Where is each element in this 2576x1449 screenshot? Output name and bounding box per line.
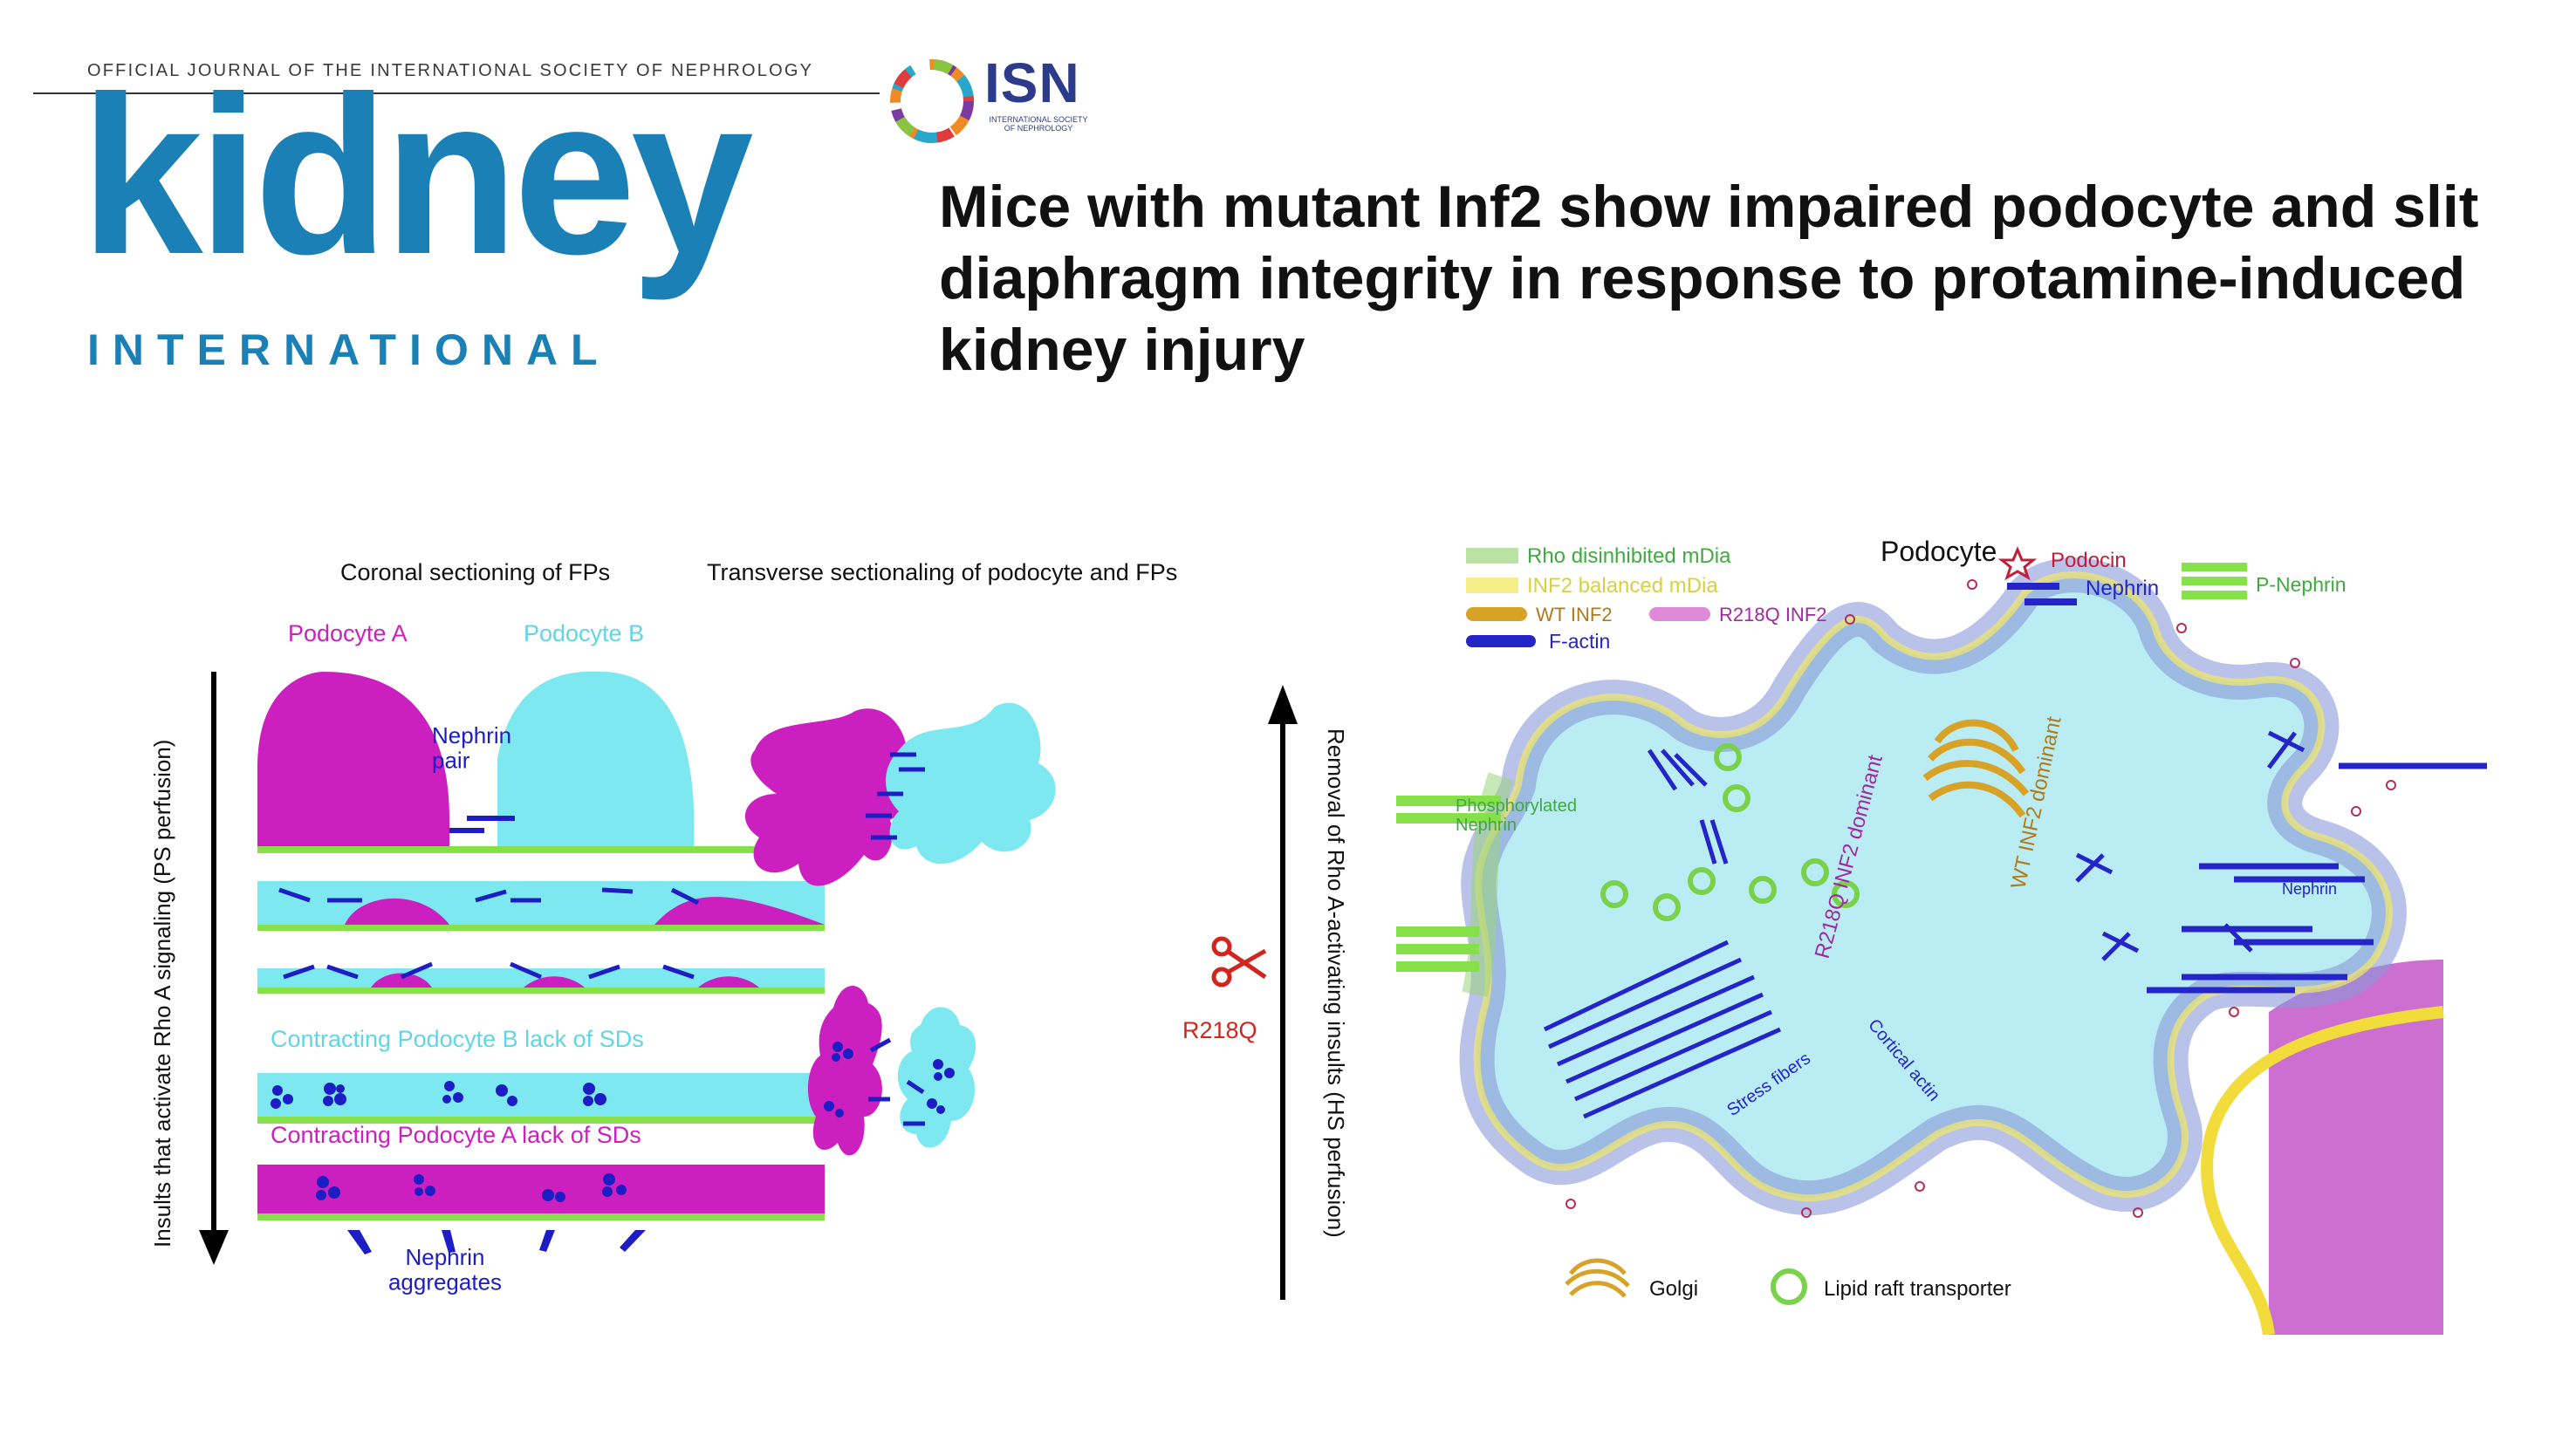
isn-logo-subtext: INTERNATIONAL SOCIETY OF NEPHROLOGY [989,115,1088,133]
right-axis-label: Removal of Rho A-activating insults (HS … [1323,728,1349,1238]
header-rule [33,92,880,94]
stress-fibers [1543,940,1782,1119]
legend-inf2: INF2 balanced mDia [1527,574,1718,598]
legend-rho: Rho disinhibited mDia [1527,544,1731,568]
label-nephrin-pair: Nephrin pair [432,722,511,774]
legend-factin-swatch [1466,635,1536,647]
phospho-nephrin-bars [1396,796,1501,972]
gbm-1 [257,846,825,853]
header-transverse: Transverse sectionaling of podocyte and … [707,559,1177,585]
row2-podo-a1 [345,898,449,925]
neighbour-edge [2201,1006,2444,1335]
legend-nephrin: Nephrin [2086,577,2159,600]
journal-tagline: OFFICIAL JOURNAL OF THE INTERNATIONAL SO… [87,61,814,80]
label-r218q: R218Q [1182,1017,1257,1043]
label-podocyte-b: Podocyte B [524,620,644,646]
left-schematic: Coronal sectioning of FPs Transverse sec… [149,559,1349,1300]
legend-golgi: Golgi [1649,1277,1698,1301]
right-schematic: Rho disinhibited mDia INF2 balanced mDia… [1396,536,2487,1335]
isn-logo-icon [890,59,974,143]
legend-lipid-raft: Lipid raft transporter [1824,1277,2011,1301]
podocin-stars [1565,579,2396,1218]
label-podocyte-a: Podocyte A [288,620,408,646]
podocin-star-icon [1997,546,2038,581]
header-coronal: Coronal sectioning of FPs [340,559,610,585]
gbm-2 [257,925,825,931]
page-title: Mice with mutant Inf2 show impaired podo… [939,174,2479,383]
journal-logo-word: kidney [80,49,754,301]
legend-podocin: Podocin [2051,549,2127,572]
transverse-podocyte-b [886,702,1056,865]
legend-pnephrin-swatch [2182,563,2247,599]
legend-r218q-swatch [1649,607,1710,621]
gbm-4 [257,1117,825,1124]
golgi-icon-center [1922,719,2030,818]
golgi-legend-icon [1565,1258,1630,1298]
label-phospho-nephrin: Phosphorylated Nephrin [1456,796,1577,835]
label-nephrin-aggregates: Nephrin aggregates [388,1244,502,1295]
gbm-5 [257,1213,825,1220]
left-axis-arrowhead [199,1230,229,1265]
nephrin-clusters [2075,730,2305,961]
label-contracting-b: Contracting Podocyte B lack of SDs [271,1026,644,1052]
slit-nephrin-bars [2147,762,2487,994]
legend-rho-swatch [1466,548,1518,564]
nephrin-aggregates-dots [271,1081,627,1202]
legend-factin: F-actin [1549,630,1610,653]
row5-band [257,1165,825,1213]
label-nephrin-inner: Nephrin [2282,880,2337,898]
scissors-icon [1211,936,1267,988]
journal-logo-sub: INTERNATIONAL [87,325,611,374]
legend-pnephrin: P-Nephrin [2256,573,2346,596]
podocyte-a-dome [257,672,449,851]
transverse-podocyte-a [744,708,917,886]
gbm-3 [257,988,825,994]
podocyte-outline [1473,571,2393,1202]
transverse-contracted-a [807,986,882,1156]
lipid-raft-transporters [1600,743,1860,921]
legend-podocyte: Podocyte [1881,536,1997,567]
lipid-raft-legend-icon [1771,1268,1807,1305]
right-axis-arrowhead [1268,685,1298,724]
legend-wt-inf2: WT INF2 [1536,604,1613,625]
isn-logo-text: ISN [984,51,1080,114]
podocyte-b-dome [497,671,695,851]
legend-inf2-swatch [1466,578,1518,593]
legend-wt-swatch [1466,607,1527,621]
row4-band [257,1073,825,1117]
label-contracting-a: Contracting Podocyte A lack of SDs [271,1122,641,1148]
neighbour-podocyte [2269,960,2443,1335]
legend-r218q-inf2: R218Q INF2 [1719,604,1827,625]
left-axis-label: Insults that activate Rho A signaling (P… [149,740,175,1247]
